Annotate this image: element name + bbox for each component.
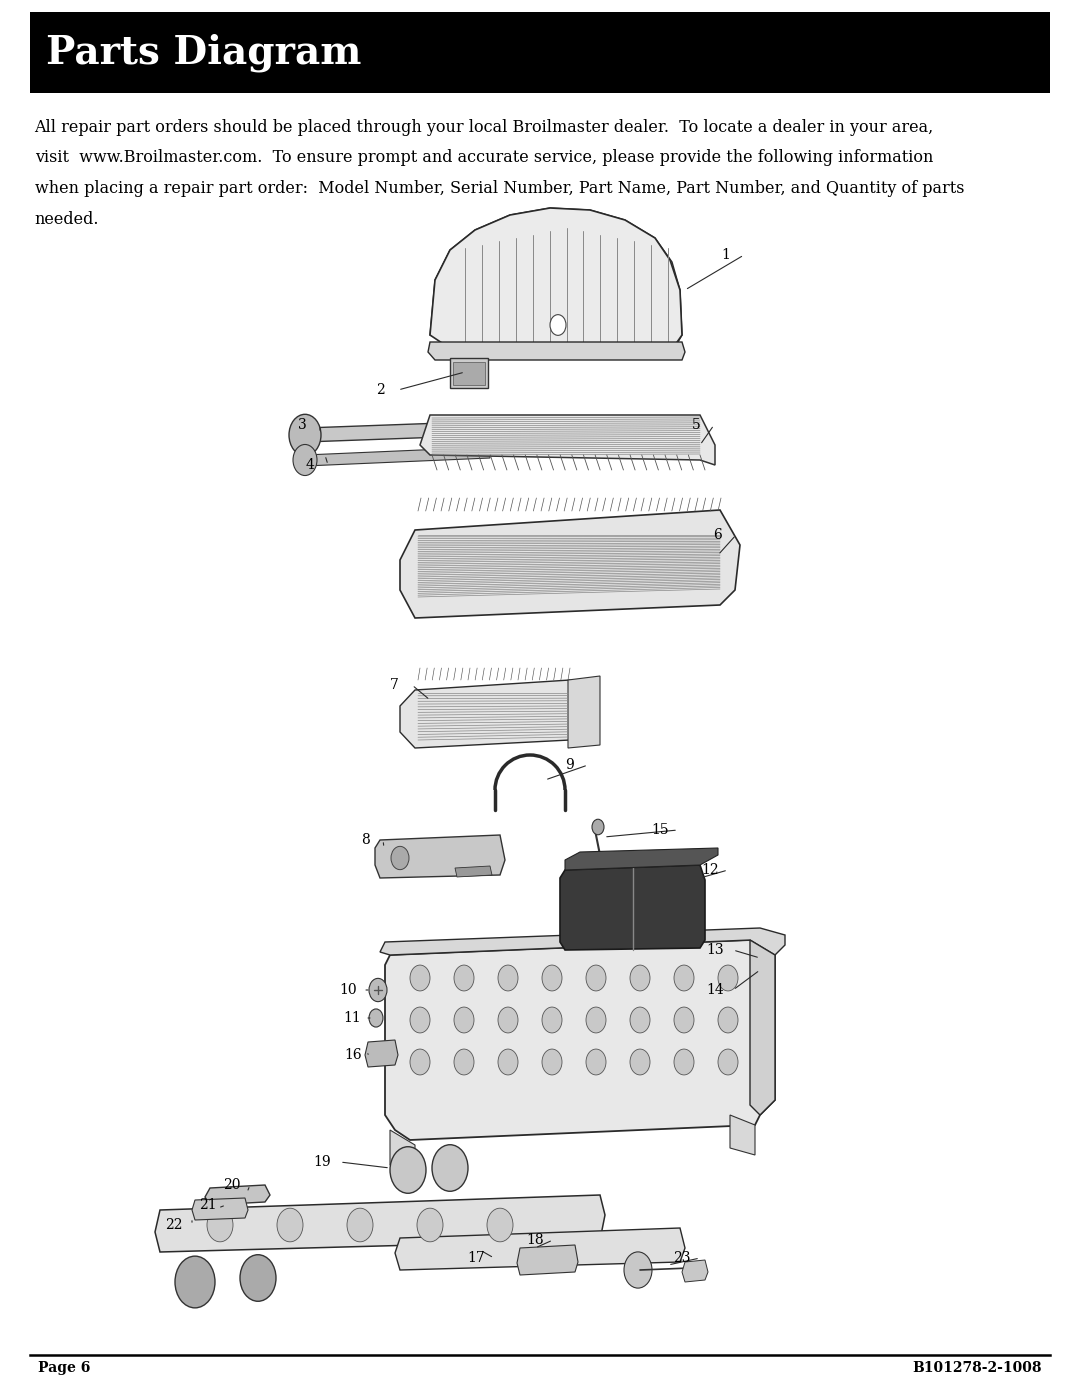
Circle shape: [454, 965, 474, 990]
Polygon shape: [380, 928, 785, 956]
Polygon shape: [455, 866, 492, 877]
Polygon shape: [384, 940, 775, 1140]
Text: 18: 18: [526, 1234, 544, 1248]
Circle shape: [624, 1252, 652, 1288]
Text: 10: 10: [339, 983, 356, 997]
Circle shape: [550, 314, 566, 335]
Circle shape: [586, 965, 606, 990]
Circle shape: [369, 978, 387, 1002]
Circle shape: [390, 1147, 426, 1193]
Circle shape: [674, 1049, 694, 1074]
Text: 21: 21: [199, 1199, 217, 1213]
Text: 16: 16: [345, 1048, 362, 1062]
Text: 5: 5: [691, 418, 700, 432]
Circle shape: [498, 1049, 518, 1074]
Circle shape: [369, 1009, 383, 1027]
Circle shape: [718, 1007, 738, 1032]
Bar: [30, 11, 1050, 92]
Polygon shape: [453, 362, 485, 386]
Circle shape: [293, 444, 318, 475]
Circle shape: [718, 965, 738, 990]
Circle shape: [586, 1007, 606, 1032]
Circle shape: [542, 1049, 562, 1074]
Circle shape: [586, 1049, 606, 1074]
Circle shape: [240, 1255, 276, 1301]
Circle shape: [630, 965, 650, 990]
Text: 19: 19: [313, 1155, 330, 1169]
Polygon shape: [395, 1228, 685, 1270]
Text: needed.: needed.: [35, 211, 99, 228]
Circle shape: [417, 1208, 443, 1242]
Circle shape: [592, 819, 604, 835]
Circle shape: [410, 965, 430, 990]
Polygon shape: [428, 342, 685, 360]
Circle shape: [674, 965, 694, 990]
Circle shape: [674, 1007, 694, 1032]
Text: visit  www.Broilmaster.com.  To ensure prompt and accurate service, please provi: visit www.Broilmaster.com. To ensure pro…: [35, 149, 933, 166]
Text: 17: 17: [468, 1250, 485, 1266]
Polygon shape: [375, 835, 505, 877]
Text: B101278-2-1008: B101278-2-1008: [913, 1361, 1042, 1375]
Text: 6: 6: [714, 528, 723, 542]
Polygon shape: [730, 1115, 755, 1155]
Polygon shape: [430, 208, 681, 342]
Polygon shape: [750, 940, 775, 1115]
Text: 20: 20: [224, 1178, 241, 1192]
Circle shape: [175, 1256, 215, 1308]
Polygon shape: [561, 865, 705, 950]
Text: All repair part orders should be placed through your local Broilmaster dealer.  : All repair part orders should be placed …: [35, 119, 934, 136]
Polygon shape: [430, 208, 681, 351]
Circle shape: [542, 965, 562, 990]
Circle shape: [542, 1007, 562, 1032]
Polygon shape: [681, 1260, 708, 1282]
Polygon shape: [450, 358, 488, 388]
Text: 1: 1: [721, 249, 730, 263]
Text: 14: 14: [706, 983, 724, 997]
Polygon shape: [400, 680, 590, 747]
Polygon shape: [517, 1245, 578, 1275]
Polygon shape: [205, 1185, 270, 1206]
Circle shape: [391, 847, 409, 870]
Polygon shape: [305, 418, 580, 441]
Circle shape: [718, 1049, 738, 1074]
Text: 8: 8: [361, 833, 369, 847]
Polygon shape: [390, 1130, 415, 1175]
Circle shape: [498, 1007, 518, 1032]
Circle shape: [454, 1007, 474, 1032]
Circle shape: [347, 1208, 373, 1242]
Text: 7: 7: [390, 678, 399, 692]
Text: Page 6: Page 6: [38, 1361, 90, 1375]
Circle shape: [410, 1049, 430, 1074]
Circle shape: [432, 1144, 468, 1192]
Polygon shape: [305, 447, 490, 467]
Circle shape: [289, 415, 321, 455]
Circle shape: [487, 1208, 513, 1242]
Text: 3: 3: [298, 418, 307, 432]
Polygon shape: [156, 1194, 605, 1252]
Text: 4: 4: [306, 458, 314, 472]
Polygon shape: [400, 510, 740, 617]
Text: 11: 11: [343, 1011, 361, 1025]
Text: 2: 2: [376, 383, 384, 397]
Text: 15: 15: [651, 823, 669, 837]
Polygon shape: [568, 676, 600, 747]
Text: 13: 13: [706, 943, 724, 957]
Polygon shape: [192, 1199, 248, 1220]
Circle shape: [410, 1007, 430, 1032]
Text: when placing a repair part order:  Model Number, Serial Number, Part Name, Part : when placing a repair part order: Model …: [35, 180, 964, 197]
Text: 23: 23: [673, 1250, 691, 1266]
Text: Parts Diagram: Parts Diagram: [46, 34, 362, 71]
Circle shape: [276, 1208, 303, 1242]
Circle shape: [630, 1049, 650, 1074]
Text: 9: 9: [566, 759, 575, 773]
Circle shape: [207, 1208, 233, 1242]
Circle shape: [454, 1049, 474, 1074]
Text: 22: 22: [165, 1218, 183, 1232]
Polygon shape: [565, 848, 718, 870]
Circle shape: [630, 1007, 650, 1032]
Polygon shape: [365, 1039, 399, 1067]
Text: 12: 12: [701, 863, 719, 877]
Polygon shape: [420, 415, 715, 465]
Circle shape: [498, 965, 518, 990]
